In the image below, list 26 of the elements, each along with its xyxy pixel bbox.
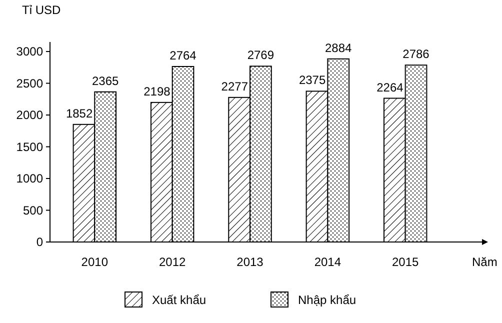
data-label: 2375 <box>298 73 326 88</box>
data-label: 2786 <box>402 47 430 62</box>
x-axis-title: Năm <box>472 255 498 269</box>
data-label: 1852 <box>66 106 93 120</box>
x-tick-label: 2013 <box>236 255 264 269</box>
data-label: 2884 <box>325 40 352 55</box>
y-tick-label: 500 <box>22 203 44 218</box>
data-label: 2277 <box>221 79 248 94</box>
data-label: 2769 <box>247 48 274 62</box>
data-label: 2198 <box>144 84 171 98</box>
legend-label: Nhập khẩu <box>298 293 356 307</box>
data-label: 2764 <box>170 48 197 63</box>
legend-label: Xuất khẩu <box>152 293 206 307</box>
x-tick-label: 2015 <box>392 255 420 269</box>
x-tick-label: 2010 <box>81 255 108 269</box>
y-tick-label: 2500 <box>16 76 44 90</box>
y-tick-label: 1000 <box>16 172 44 186</box>
y-axis-title: Tỉ USD <box>22 3 61 17</box>
y-tick-label: 1500 <box>16 140 44 154</box>
x-tick-label: 2012 <box>158 255 186 269</box>
y-tick-label: 0 <box>36 235 44 249</box>
data-label: 2365 <box>92 74 120 88</box>
x-tick-label: 2014 <box>314 255 342 269</box>
y-tick-label: 2000 <box>16 108 44 122</box>
data-label: 2264 <box>376 80 404 94</box>
y-tick-label: 3000 <box>16 44 44 59</box>
